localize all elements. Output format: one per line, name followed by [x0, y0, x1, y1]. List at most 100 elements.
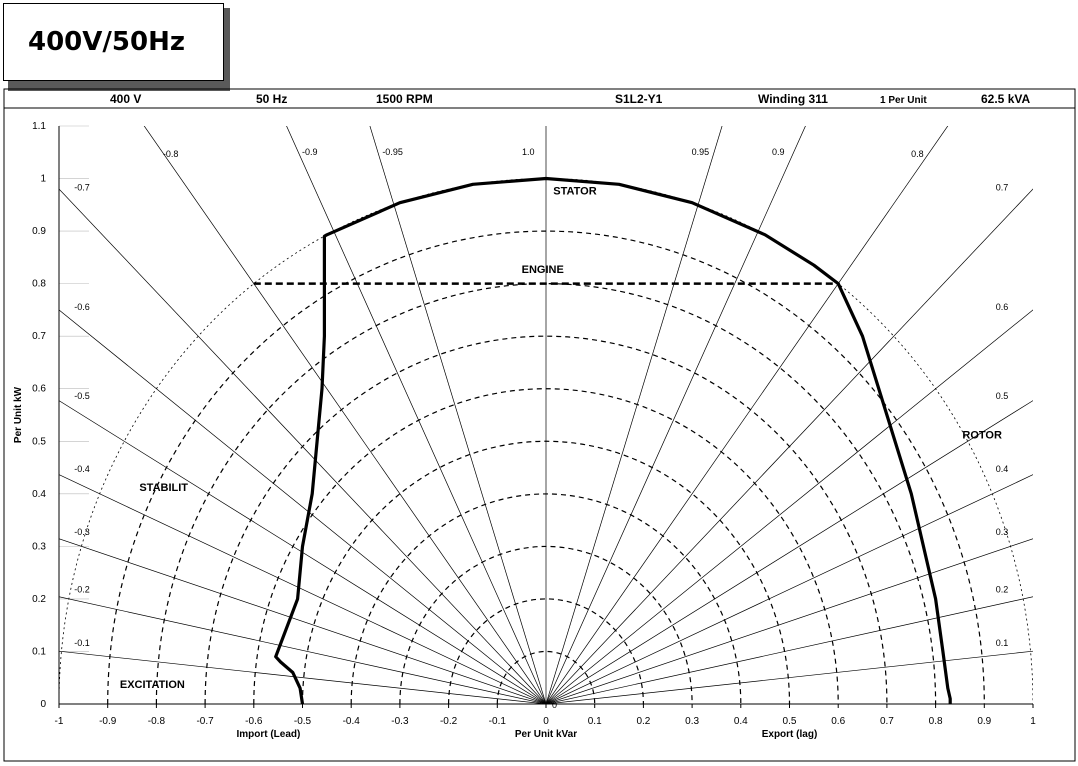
pf-label: -0.8 — [163, 149, 179, 159]
pf-label: 1.0 — [522, 147, 535, 157]
x-tick-label: -0.6 — [245, 716, 263, 727]
y-tick-label: 0.7 — [32, 331, 46, 342]
origin-label: 0 — [552, 700, 557, 710]
pf-label: 0.1 — [996, 638, 1009, 648]
x-axis-title: Per Unit kVar — [515, 729, 577, 740]
chart-frame — [3, 88, 1076, 762]
pf-label: -0.5 — [74, 391, 90, 401]
pf-lines — [59, 126, 1033, 704]
operating-boundary — [274, 176, 952, 705]
pf-line — [59, 596, 547, 704]
x-tick-label: 0.2 — [636, 716, 650, 727]
load-circle — [448, 598, 644, 704]
pf-line — [59, 650, 547, 704]
pf-label: 0.7 — [996, 183, 1009, 193]
pf-line — [545, 474, 1033, 704]
pf-label: 0.5 — [996, 391, 1009, 401]
x-tick-label: -0.8 — [148, 716, 166, 727]
y-tick-label: 0 — [40, 699, 46, 710]
pf-label: 0.9 — [772, 147, 785, 157]
pf-label: 0.6 — [996, 302, 1009, 312]
x-axis-right-label: Export (lag) — [762, 729, 818, 740]
load-circle — [204, 335, 888, 704]
header-per-unit: 1 Per Unit — [880, 95, 927, 106]
pf-line — [59, 538, 547, 704]
header-frequency: 50 Hz — [256, 92, 287, 106]
x-tick-label: 0.7 — [880, 716, 894, 727]
pf-label: 0.2 — [996, 584, 1009, 594]
pf-label: -0.4 — [74, 464, 90, 474]
pf-label: -0.3 — [74, 527, 90, 537]
pf-label: 0.3 — [996, 527, 1009, 537]
x-tick-label: -0.3 — [391, 716, 409, 727]
y-tick-label: 0.4 — [32, 489, 46, 500]
x-tick-label: 0.4 — [734, 716, 748, 727]
y-axis-title: Per Unit kW — [13, 386, 24, 443]
x-tick-label: 0.5 — [783, 716, 797, 727]
pf-line — [545, 538, 1033, 704]
y-tick-label: 1.1 — [32, 121, 46, 132]
y-tick-label: 0.2 — [32, 594, 46, 605]
header-voltage: 400 V — [110, 92, 141, 106]
y-tick-label: 0.9 — [32, 226, 46, 237]
pf-line — [545, 126, 949, 704]
pf-line — [286, 126, 547, 704]
load-circle — [155, 283, 937, 704]
pf-label: -0.7 — [74, 183, 90, 193]
pf-label: 0.8 — [911, 149, 924, 159]
x-tick-label: -0.1 — [489, 716, 507, 727]
x-tick-label: 1 — [1030, 716, 1036, 727]
header-winding: Winding 311 — [758, 92, 828, 106]
y-tick-label: 0.3 — [32, 541, 46, 552]
x-tick-label: -1 — [55, 716, 64, 727]
pf-line — [59, 400, 547, 704]
pf-label: -0.9 — [302, 147, 318, 157]
x-tick-label: -0.2 — [440, 716, 458, 727]
load-circle — [496, 650, 596, 704]
x-tick-label: 0.3 — [685, 716, 699, 727]
pf-line — [59, 188, 547, 704]
x-tick-label: 0.1 — [588, 716, 602, 727]
pf-label: 0.4 — [996, 464, 1009, 474]
x-tick-label: 0 — [543, 716, 549, 727]
pf-line — [143, 126, 547, 704]
x-tick-label: -0.9 — [99, 716, 117, 727]
pf-line — [545, 400, 1033, 704]
pf-line — [545, 126, 806, 704]
stability-label: STABILIT — [139, 482, 188, 494]
engine-label: ENGINE — [522, 264, 564, 276]
pf-label: 0.95 — [692, 147, 710, 157]
x-tick-label: -0.4 — [343, 716, 361, 727]
header-rating: 62.5 kVA — [981, 92, 1030, 106]
pf-line — [545, 188, 1033, 704]
y-tick-label: 0.8 — [32, 279, 46, 290]
x-tick-label: 0.6 — [831, 716, 845, 727]
pf-label: -0.6 — [74, 302, 90, 312]
x-tick-label: -0.5 — [294, 716, 312, 727]
x-axis-left-label: Import (Lead) — [236, 729, 300, 740]
pf-line — [59, 309, 547, 704]
pf-line — [545, 126, 723, 704]
x-tick-label: 0.8 — [929, 716, 943, 727]
pf-line — [545, 596, 1033, 704]
rotor-label: ROTOR — [962, 430, 1002, 442]
y-tick-label: 0.1 — [32, 646, 46, 657]
header-alternator: S1L2-Y1 — [615, 92, 663, 106]
y-tick-label: 1 — [40, 174, 46, 185]
y-tick-label: 0.6 — [32, 384, 46, 395]
pf-label: -0.2 — [74, 584, 90, 594]
pf-line — [545, 650, 1033, 704]
badge-label: 400V/50Hz — [28, 27, 185, 57]
stator-label: STATOR — [553, 185, 596, 197]
excitation-label: EXCITATION — [120, 679, 185, 691]
header-speed: 1500 RPM — [376, 92, 433, 106]
pf-label: -0.95 — [382, 147, 403, 157]
pf-line — [59, 474, 547, 704]
pf-line — [369, 126, 547, 704]
x-tick-label: -0.7 — [196, 716, 214, 727]
voltage-frequency-badge: 400V/50Hz — [3, 3, 224, 81]
y-tick-label: 0.5 — [32, 436, 46, 447]
pf-line — [545, 309, 1033, 704]
x-tick-label: 0.9 — [977, 716, 991, 727]
